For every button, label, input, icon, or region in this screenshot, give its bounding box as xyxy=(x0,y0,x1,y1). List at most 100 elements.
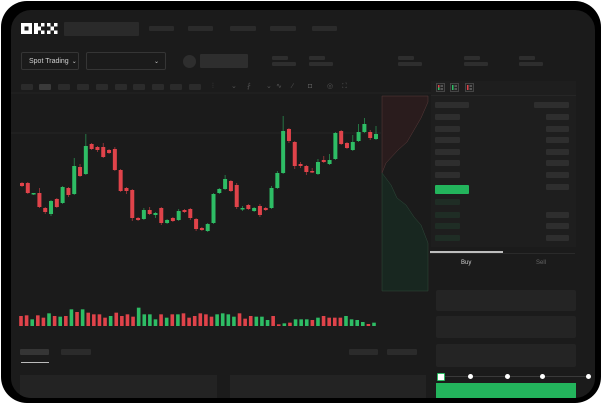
volume-bar xyxy=(299,319,303,326)
nav-item[interactable] xyxy=(149,26,174,31)
volume-bar xyxy=(209,316,214,326)
candle-body xyxy=(101,147,106,157)
timeframe-button[interactable] xyxy=(96,84,108,90)
depth-chart xyxy=(381,95,429,292)
candlestick-chart[interactable] xyxy=(11,10,431,340)
timeframe-button[interactable] xyxy=(77,84,89,90)
timeframe-button[interactable] xyxy=(58,84,70,90)
ask-price xyxy=(435,149,460,155)
candle xyxy=(269,186,274,209)
candle-body xyxy=(327,160,332,164)
volume-bar xyxy=(360,322,365,326)
candle-body xyxy=(344,143,349,148)
timeframe-button[interactable] xyxy=(189,84,201,90)
volume-bar xyxy=(75,312,79,326)
bottom-filter[interactable] xyxy=(387,349,417,355)
candle xyxy=(257,204,262,217)
stat-label xyxy=(309,56,325,60)
volume-bar xyxy=(338,317,343,326)
ask-price xyxy=(435,126,460,132)
candle xyxy=(211,193,216,224)
tab-buy[interactable]: Buy xyxy=(461,260,472,266)
candle-body xyxy=(78,167,83,176)
nav-item[interactable] xyxy=(230,26,256,31)
volume-bar xyxy=(80,309,85,326)
buy-submit-button[interactable] xyxy=(436,383,576,398)
volume-bar xyxy=(349,319,354,326)
orderbook-both-icon[interactable] xyxy=(436,83,445,92)
volume-bar xyxy=(69,309,74,326)
okx-logo[interactable] xyxy=(21,23,59,35)
candle-body xyxy=(252,208,257,211)
candle xyxy=(124,187,129,194)
timeframe-button[interactable] xyxy=(115,84,127,90)
candle xyxy=(95,146,100,152)
slider-stop-100[interactable] xyxy=(586,374,591,379)
timeframe-button[interactable] xyxy=(152,84,164,90)
price-input[interactable] xyxy=(436,290,576,311)
candle-body xyxy=(350,142,355,150)
spot-trading-dropdown[interactable]: Spot Trading ⌄ xyxy=(21,52,79,70)
amount-slider[interactable] xyxy=(437,373,591,381)
fullscreen-icon[interactable]: ⛶ xyxy=(342,83,347,90)
slider-stop-75[interactable] xyxy=(540,374,545,379)
bottom-tab-history[interactable] xyxy=(61,349,91,355)
candle xyxy=(321,156,326,163)
nav-item[interactable] xyxy=(270,26,296,31)
ask-amount xyxy=(546,126,569,132)
candle-body xyxy=(223,179,228,189)
nav-item[interactable] xyxy=(312,26,337,31)
timeframe-button[interactable] xyxy=(21,84,33,90)
chevron-down-icon[interactable]: ⌄ xyxy=(266,83,272,90)
timeframe-button[interactable] xyxy=(133,84,145,90)
candle xyxy=(217,188,222,194)
settings-icon[interactable]: ◎ xyxy=(327,83,334,90)
timeframe-button[interactable] xyxy=(170,84,182,90)
pair-dropdown[interactable]: ⌄ xyxy=(86,52,166,70)
indicator-icon[interactable]: ⨏ xyxy=(247,83,251,90)
candle xyxy=(350,135,355,151)
candle-body xyxy=(188,209,193,218)
volume-bar xyxy=(131,316,135,326)
candles-icon[interactable]: ⫶ xyxy=(212,83,214,90)
ruler-icon[interactable]: ∕ xyxy=(292,83,294,90)
timeframe-button[interactable] xyxy=(39,84,51,90)
volume-bar xyxy=(114,312,119,326)
candle-body xyxy=(107,150,112,153)
line-icon[interactable]: ∿ xyxy=(276,83,282,90)
bid-price xyxy=(435,199,460,205)
candle xyxy=(240,206,245,211)
slider-handle[interactable] xyxy=(437,373,445,381)
amount-input[interactable] xyxy=(436,316,576,338)
bottom-tab-open-orders[interactable] xyxy=(20,349,49,355)
candle-body xyxy=(281,131,286,173)
depth-asks-area xyxy=(381,95,429,174)
total-input[interactable] xyxy=(436,344,576,367)
volume-bar xyxy=(176,314,180,326)
chevron-down-icon: ⌄ xyxy=(153,58,159,65)
candle xyxy=(159,207,164,225)
volume-bar xyxy=(265,320,270,326)
orderbook-bids-icon[interactable] xyxy=(450,83,459,92)
tab-sell[interactable]: Sell xyxy=(536,260,547,266)
bottom-filter[interactable] xyxy=(349,349,378,355)
search-placeholder[interactable] xyxy=(64,22,139,36)
volume-bar xyxy=(243,318,247,326)
ask-amount xyxy=(546,137,569,143)
candle xyxy=(107,149,112,154)
ask-amount xyxy=(546,114,569,120)
nav-item[interactable] xyxy=(188,26,213,31)
orderbook-asks-icon[interactable] xyxy=(465,83,474,92)
volume-bar xyxy=(232,316,236,326)
camera-icon[interactable]: ◘ xyxy=(308,83,313,90)
bid-amount xyxy=(546,223,569,229)
candle-body xyxy=(275,173,280,188)
coin-avatar xyxy=(183,55,196,68)
candle-body xyxy=(194,219,199,229)
slider-stop-25[interactable] xyxy=(468,374,473,379)
tab-underline xyxy=(430,251,503,253)
chevron-down-icon[interactable]: ⌄ xyxy=(231,83,237,90)
stat-value xyxy=(309,62,333,66)
slider-stop-50[interactable] xyxy=(505,374,510,379)
